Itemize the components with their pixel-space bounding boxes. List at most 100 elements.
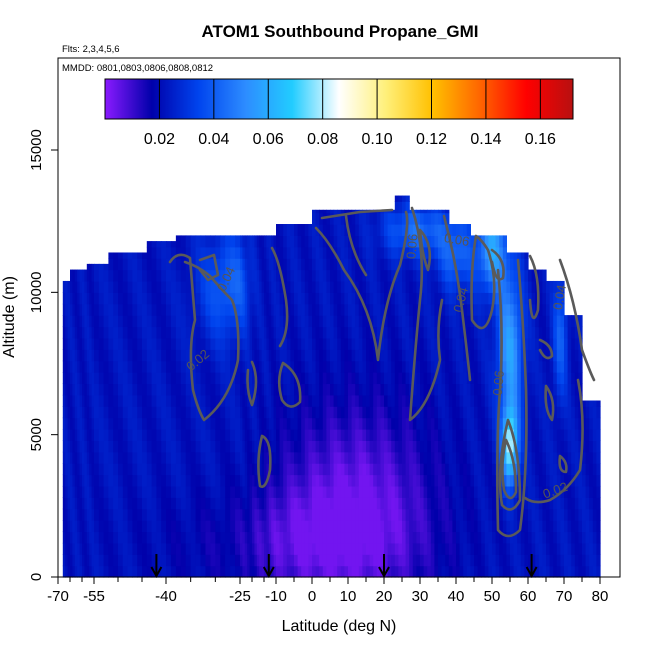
heatmap-cell: [304, 337, 309, 350]
heatmap-cell: [261, 417, 265, 430]
heatmap-cell: [264, 531, 267, 544]
heatmap-cell: [492, 303, 497, 316]
heatmap-cell: [67, 326, 71, 339]
heatmap-cell: [571, 406, 576, 419]
heatmap-cell: [127, 269, 133, 282]
heatmap-cell: [358, 349, 363, 362]
heatmap-cell: [585, 463, 590, 476]
heatmap-cell: [409, 326, 414, 339]
heatmap-cell: [312, 428, 317, 441]
heatmap-cell: [571, 315, 576, 328]
heatmap-cell: [333, 463, 338, 476]
contour-line: [314, 210, 409, 362]
heatmap-cell: [506, 252, 511, 259]
heatmap-cell: [210, 428, 216, 441]
heatmap-cell: [506, 428, 511, 441]
heatmap-cell: [470, 554, 475, 567]
heatmap-cell: [122, 451, 129, 464]
heatmap-cell: [391, 246, 396, 259]
heatmap-cell: [244, 508, 248, 521]
heatmap-cell: [477, 428, 482, 441]
heatmap-cell: [308, 280, 313, 293]
heatmap-cell: [348, 269, 353, 282]
heatmap-cell: [279, 406, 284, 419]
heatmap-cell: [67, 394, 71, 407]
heatmap-cell: [538, 315, 543, 328]
heatmap-cell: [445, 372, 450, 385]
heatmap-cell: [477, 554, 482, 567]
heatmap-cell: [524, 326, 529, 339]
heatmap-cell: [142, 258, 148, 271]
heatmap-cell: [340, 474, 345, 487]
contour-line: [198, 253, 220, 282]
heatmap-cell: [249, 246, 253, 259]
heatmap-cell: [94, 463, 100, 476]
heatmap-cell: [91, 508, 95, 521]
heatmap-cell: [369, 349, 374, 362]
heatmap-cell: [89, 463, 93, 476]
heatmap-cell: [89, 326, 93, 339]
heatmap-cell: [304, 360, 309, 373]
heatmap-cell: [398, 520, 403, 533]
heatmap-cell: [244, 394, 248, 407]
heatmap-cell: [247, 497, 251, 510]
heatmap-cell: [326, 212, 331, 225]
heatmap-cell: [463, 463, 468, 476]
heatmap-cell: [348, 280, 353, 293]
heatmap-cell: [276, 394, 281, 407]
heatmap-cell: [190, 417, 197, 430]
heatmap-cell: [578, 315, 583, 328]
heatmap-cell: [430, 417, 435, 430]
heatmap-cell: [322, 383, 327, 396]
heatmap-cell: [448, 474, 453, 487]
heatmap-cell: [235, 497, 241, 510]
heatmap-cell: [351, 269, 356, 282]
heatmap-cell: [402, 451, 407, 464]
heatmap-cell: [142, 428, 148, 441]
heatmap-cell: [142, 337, 148, 350]
heatmap-cell: [488, 554, 493, 567]
heatmap-cell: [484, 235, 489, 248]
heatmap-cell: [369, 360, 374, 373]
heatmap-cell: [376, 383, 381, 396]
heatmap-cell: [481, 451, 486, 464]
heatmap-cell: [259, 303, 263, 316]
heatmap-cell: [308, 315, 313, 328]
heatmap-cell: [185, 303, 192, 316]
heatmap-cell: [531, 520, 536, 533]
heatmap-cell: [430, 394, 435, 407]
heatmap-cell: [423, 269, 428, 282]
heatmap-cell: [146, 542, 153, 555]
heatmap-cell: [254, 531, 258, 544]
heatmap-cell: [423, 440, 428, 453]
heatmap-cell: [542, 303, 547, 316]
heatmap-cell: [430, 485, 435, 498]
heatmap-cell: [230, 292, 236, 305]
heatmap-cell: [79, 337, 83, 350]
heatmap-cell: [578, 520, 583, 533]
heatmap-cell: [261, 485, 265, 498]
heatmap-cell: [312, 531, 317, 544]
heatmap-cell: [481, 463, 486, 476]
heatmap-cell: [384, 235, 389, 248]
heatmap-cell: [185, 372, 192, 385]
heatmap-cell: [373, 292, 378, 305]
heatmap-cell: [161, 303, 167, 316]
heatmap-cell: [438, 542, 443, 555]
heatmap-cell: [264, 474, 267, 487]
heatmap-cell: [542, 292, 547, 305]
heatmap-cell: [384, 337, 389, 350]
heatmap-cell: [574, 406, 579, 419]
heatmap-cell: [89, 542, 93, 555]
heatmap-cell: [495, 372, 500, 385]
heatmap-cell: [259, 474, 263, 487]
heatmap-cell: [326, 531, 331, 544]
heatmap-cell: [564, 383, 569, 396]
heatmap-cell: [391, 326, 396, 339]
heatmap-cell: [441, 531, 446, 544]
heatmap-cell: [337, 497, 342, 510]
heatmap-cell: [286, 485, 291, 498]
heatmap-cell: [412, 269, 417, 282]
heatmap-cell: [596, 400, 601, 407]
x-tick-label: -10: [265, 588, 287, 605]
